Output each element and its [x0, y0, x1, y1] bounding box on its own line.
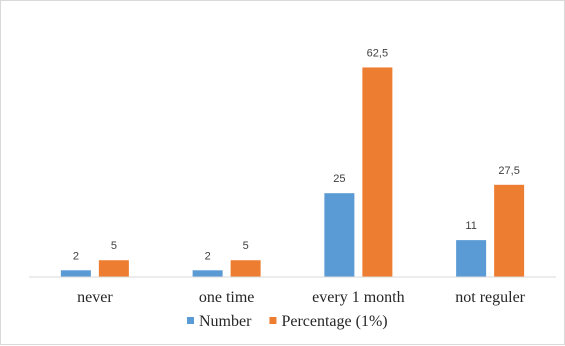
bar-percentage-1-one-time	[230, 260, 261, 277]
bar-percentage-1-not-reguler	[494, 184, 525, 277]
bar-percentage-1-never	[98, 260, 129, 277]
legend: Number Percentage (1%)	[187, 313, 388, 330]
legend-label-number: Number	[199, 313, 252, 330]
bar-number-one-time	[192, 270, 223, 277]
value-label-percentage-1-every-1-month: 62,5	[367, 47, 388, 59]
value-label-percentage-1-not-reguler: 27,5	[498, 165, 519, 177]
value-label-number-never: 2	[73, 250, 79, 262]
bars-layer	[60, 67, 525, 277]
category-labels-layer: never one time every 1 month not reguler	[77, 289, 526, 306]
value-label-number-every-1-month: 25	[333, 173, 345, 185]
legend-swatch-number	[187, 317, 194, 324]
value-label-number-not-reguler: 11	[465, 220, 476, 232]
category-label-never: never	[77, 289, 113, 306]
value-label-percentage-1-never: 5	[111, 240, 117, 252]
category-label-one-time: one time	[199, 289, 255, 306]
bar-percentage-1-every-1-month	[362, 67, 393, 277]
value-label-number-one-time: 2	[205, 250, 211, 262]
bar-number-every-1-month	[324, 193, 355, 277]
category-label-not-reguler: not reguler	[455, 289, 525, 306]
bar-number-never	[60, 270, 91, 277]
bar-number-not-reguler	[456, 240, 487, 277]
value-label-percentage-1-one-time: 5	[243, 240, 249, 252]
legend-swatch-percentage-1	[269, 317, 277, 324]
category-label-every-1-month: every 1 month	[312, 289, 404, 306]
legend-label-percentage-1: Percentage (1%)	[281, 313, 387, 330]
